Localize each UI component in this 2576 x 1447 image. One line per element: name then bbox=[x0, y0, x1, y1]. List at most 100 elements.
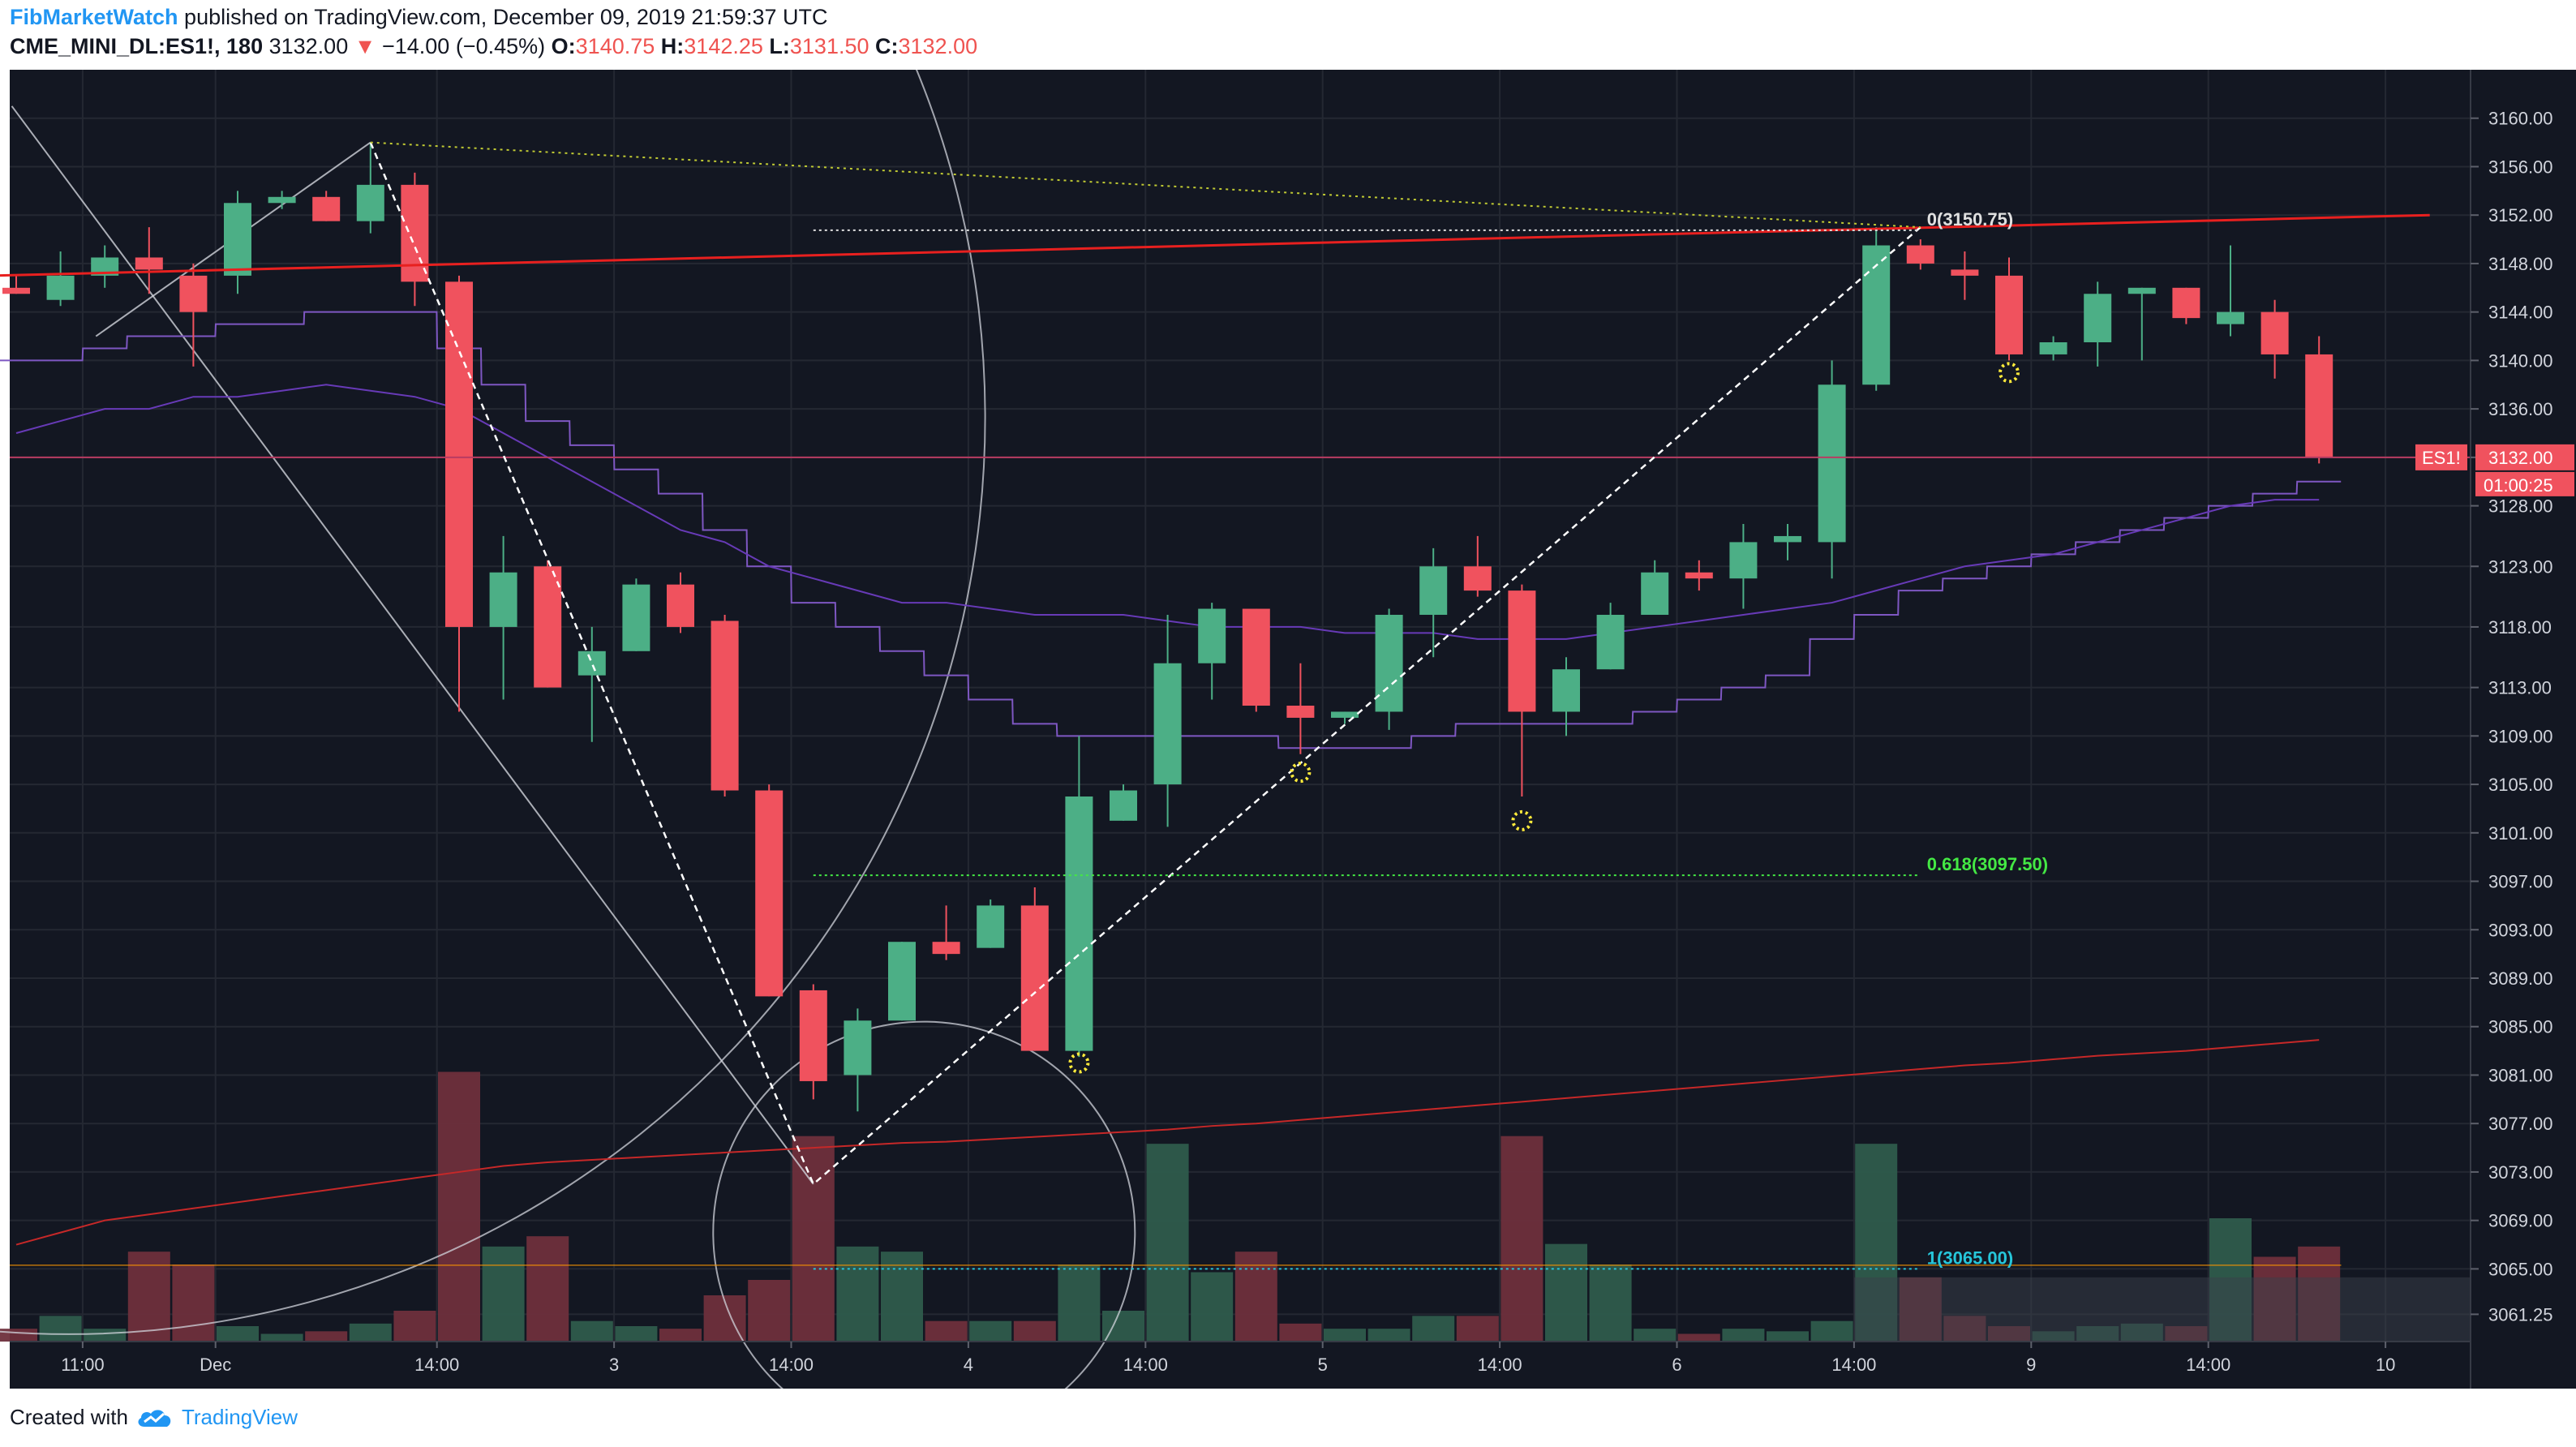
footer: Created with TradingView bbox=[10, 1405, 298, 1430]
volume-bar bbox=[1191, 1272, 1234, 1342]
candle-up bbox=[1774, 535, 1801, 543]
price-tick-label: 3077.00 bbox=[2488, 1114, 2553, 1134]
pattern-marker bbox=[1511, 809, 1533, 831]
price-tick-label: 3128.00 bbox=[2488, 496, 2553, 517]
candle-down bbox=[1463, 566, 1492, 591]
price-tick-label: 3061.25 bbox=[2488, 1304, 2553, 1325]
published-text: published on TradingView.com, December 0… bbox=[184, 5, 828, 29]
time-tick-label: Dec bbox=[200, 1355, 231, 1375]
volume-bar bbox=[1810, 1320, 1853, 1342]
price-chart[interactable]: 0(3150.75) 0.618(3097.50) 1(3065.00) 3061.… bbox=[0, 70, 2576, 1389]
candle-down bbox=[312, 196, 341, 221]
candle-up bbox=[1596, 615, 1625, 670]
current-price-label: 3132.00 bbox=[2488, 448, 2553, 468]
open-label: O: bbox=[551, 34, 576, 58]
volume-bar bbox=[1013, 1320, 1056, 1342]
volume-bar bbox=[172, 1265, 215, 1342]
time-tick-label: 11:00 bbox=[61, 1355, 104, 1375]
candle-up bbox=[356, 184, 384, 221]
candle-up bbox=[2084, 294, 2112, 342]
volume-bar bbox=[1722, 1329, 1765, 1342]
price-tick-label: 3109.00 bbox=[2488, 726, 2553, 746]
time-tick-label: 5 bbox=[1318, 1355, 1328, 1375]
symbol-badge-label: ES1! bbox=[2422, 448, 2461, 468]
volume-bar bbox=[438, 1071, 480, 1342]
ma-long-line bbox=[15, 1039, 2320, 1246]
time-tick-label: 4 bbox=[964, 1355, 973, 1375]
candle-up bbox=[1110, 790, 1137, 821]
candle-up bbox=[1375, 615, 1403, 712]
low-value: 3131.50 bbox=[789, 34, 869, 58]
high-label: H: bbox=[660, 34, 685, 58]
countdown-label: 01:00:25 bbox=[2484, 475, 2553, 496]
time-tick-label: 14:00 bbox=[1123, 1355, 1168, 1375]
volume-bar bbox=[1412, 1316, 1455, 1342]
time-tick-label: 3 bbox=[609, 1355, 619, 1375]
candles bbox=[2, 142, 2333, 1112]
symbol-name[interactable]: CME_MINI_DL:ES1!, 180 bbox=[10, 34, 264, 58]
candle-down bbox=[135, 257, 163, 270]
volume-bar bbox=[1767, 1331, 1809, 1342]
candle-up bbox=[1065, 796, 1093, 1051]
candle-up bbox=[1198, 608, 1226, 663]
price-tick-label: 3073.00 bbox=[2488, 1162, 2553, 1183]
candle-down bbox=[2, 287, 30, 294]
time-tick-label: 14:00 bbox=[414, 1355, 459, 1375]
created-with-text: Created with bbox=[10, 1405, 128, 1429]
price-tick-label: 3123.00 bbox=[2488, 556, 2553, 577]
fib-level-label: 1(3065.00) bbox=[1927, 1247, 2013, 1268]
symbol-legend: CME_MINI_DL:ES1!, 180 3132.00 ▼ −14.00 (… bbox=[10, 34, 977, 65]
volume-bar bbox=[1501, 1136, 1543, 1342]
volume-bar bbox=[1634, 1329, 1677, 1342]
volume-bar bbox=[127, 1252, 170, 1342]
candle-up bbox=[1729, 542, 1758, 579]
candle-down bbox=[1286, 706, 1315, 718]
volume-bar bbox=[792, 1136, 835, 1342]
candle-down bbox=[932, 942, 960, 955]
dotted-trend-line bbox=[370, 141, 1921, 229]
open-value: 3140.75 bbox=[575, 34, 655, 58]
close-label: C: bbox=[875, 34, 899, 58]
candle-up bbox=[1419, 566, 1448, 615]
volume-bar bbox=[1234, 1252, 1277, 1342]
candle-up bbox=[888, 942, 916, 1021]
candle-down bbox=[667, 584, 694, 627]
volume-bar bbox=[1677, 1333, 1720, 1342]
volume-bar bbox=[925, 1320, 968, 1342]
time-tick-label: 14:00 bbox=[1478, 1355, 1522, 1375]
publish-info: FibMarketWatch published on TradingView.… bbox=[10, 5, 828, 36]
price-tick-label: 3065.00 bbox=[2488, 1259, 2553, 1279]
price-tick-label: 3118.00 bbox=[2488, 617, 2552, 638]
chart-background bbox=[10, 70, 2576, 1389]
volume-bar bbox=[260, 1333, 303, 1342]
candle-down bbox=[1906, 245, 1934, 264]
candle-up bbox=[1818, 384, 1846, 543]
high-value: 3142.25 bbox=[684, 34, 763, 58]
tradingview-brand[interactable]: TradingView bbox=[181, 1405, 298, 1429]
down-arrow-icon: ▼ bbox=[354, 34, 376, 58]
volume-bar bbox=[969, 1320, 1012, 1342]
time-tick-label: 14:00 bbox=[769, 1355, 814, 1375]
candle-up bbox=[1153, 663, 1182, 785]
author-link[interactable]: FibMarketWatch bbox=[10, 5, 178, 29]
price-tick-label: 3105.00 bbox=[2488, 775, 2553, 795]
time-axis[interactable]: 11:00 Dec 14:00 3 14:00 4 14:00 5 14:00 6 14:00 9 14… bbox=[10, 1341, 2471, 1375]
candle-up bbox=[977, 905, 1005, 948]
volume-bar bbox=[1589, 1265, 1632, 1342]
time-tick-label: 14:00 bbox=[2186, 1355, 2230, 1375]
candle-up bbox=[46, 275, 75, 300]
volume-bar bbox=[526, 1236, 569, 1342]
drawing-tools-back bbox=[0, 70, 1136, 1389]
price-axis[interactable]: 3061.25 3065.00 3069.00 3073.00 3077.00 3081.… bbox=[2415, 70, 2574, 1389]
trend-line-down bbox=[11, 105, 814, 1185]
fib-circle-large bbox=[0, 70, 986, 1335]
price-tick-label: 3144.00 bbox=[2488, 303, 2553, 323]
candle-down bbox=[1508, 590, 1536, 712]
pattern-marker bbox=[1290, 762, 1312, 784]
countdown-badge bbox=[2475, 471, 2574, 496]
candle-down bbox=[179, 275, 208, 312]
price-tick-label: 3093.00 bbox=[2488, 920, 2553, 940]
price-tick-label: 3148.00 bbox=[2488, 254, 2553, 274]
resistance-line bbox=[0, 213, 2430, 277]
volume-bar bbox=[482, 1246, 525, 1342]
